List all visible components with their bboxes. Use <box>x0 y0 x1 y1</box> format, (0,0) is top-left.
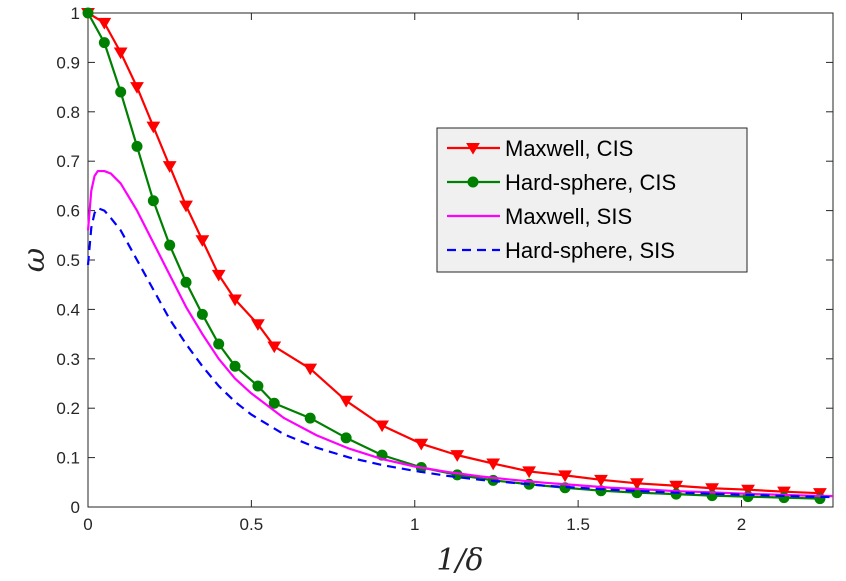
data-point <box>414 438 429 451</box>
data-point <box>522 466 536 479</box>
y-tick-label: 0.3 <box>56 350 80 369</box>
x-tick-label: 0 <box>83 515 92 534</box>
y-tick-label: 0 <box>71 498 80 517</box>
x-tick-label: 2 <box>737 515 746 534</box>
data-point <box>451 469 463 481</box>
legend: Maxwell, CIS Hard-sphere, CIS Maxwell, SIS… <box>436 127 748 273</box>
data-point <box>340 432 352 444</box>
legend-entry: Hard-sphere, CIS <box>505 170 676 195</box>
data-point <box>229 360 241 372</box>
series-layer <box>81 7 834 505</box>
x-tick-label: 1.5 <box>566 515 590 534</box>
data-point <box>741 484 755 497</box>
data-point <box>146 121 161 134</box>
y-tick-label: 0.2 <box>56 399 80 418</box>
series-2 <box>86 169 834 498</box>
data-point <box>450 450 465 462</box>
legend-entry: Maxwell, SIS <box>505 204 632 229</box>
series-line <box>86 169 834 498</box>
data-point <box>558 470 572 483</box>
data-point <box>179 200 193 213</box>
y-tick-label: 0.4 <box>56 300 80 319</box>
y-axis-ticks: 0 0.1 0.2 0.3 0.4 0.5 0.6 0.7 0.8 0.9 1 <box>56 4 833 517</box>
x-tick-label: 1 <box>410 515 419 534</box>
data-point <box>131 140 143 152</box>
data-point <box>211 269 226 282</box>
legend-entry: Maxwell, CIS <box>505 136 633 161</box>
data-point <box>339 395 354 408</box>
y-tick-label: 1 <box>71 4 80 23</box>
data-point <box>115 86 127 98</box>
legend-marker <box>466 143 480 155</box>
y-tick-label: 0.7 <box>56 152 80 171</box>
x-tick-label: 0.5 <box>240 515 264 534</box>
data-point <box>375 420 389 433</box>
data-point <box>97 17 112 30</box>
data-point <box>147 195 159 207</box>
data-point <box>130 82 144 94</box>
x-axis-ticks: 0 0.5 1 1.5 2 <box>83 13 746 534</box>
series-3 <box>86 207 834 499</box>
data-point <box>705 483 719 495</box>
data-point <box>113 47 128 60</box>
legend-entry: Hard-sphere, SIS <box>505 238 675 263</box>
series-line <box>86 207 834 499</box>
series-1 <box>82 7 826 505</box>
data-point <box>228 294 242 307</box>
data-point <box>267 341 282 354</box>
data-point <box>268 397 280 409</box>
data-point <box>251 319 265 331</box>
data-point <box>252 380 264 392</box>
y-tick-label: 0.1 <box>56 449 80 468</box>
y-tick-label: 0.5 <box>56 251 80 270</box>
data-point <box>486 458 501 471</box>
data-point <box>162 161 177 173</box>
data-point <box>82 7 94 19</box>
data-point <box>195 235 210 247</box>
data-point <box>164 239 176 251</box>
data-point <box>213 338 225 350</box>
data-point <box>180 276 192 288</box>
legend-marker <box>467 176 479 188</box>
y-tick-label: 0.8 <box>56 103 80 122</box>
data-point <box>303 363 318 376</box>
data-point <box>594 474 608 487</box>
data-point <box>196 308 208 320</box>
y-tick-label: 0.6 <box>56 202 80 221</box>
data-point <box>630 478 644 490</box>
legend-box <box>436 127 748 273</box>
y-tick-label: 0.9 <box>56 53 80 72</box>
y-axis-label: ω <box>17 248 52 272</box>
data-point <box>98 37 110 49</box>
x-axis-label: 1/δ <box>436 543 483 578</box>
data-point <box>669 480 684 493</box>
data-point <box>304 412 316 424</box>
series-0 <box>81 8 827 500</box>
